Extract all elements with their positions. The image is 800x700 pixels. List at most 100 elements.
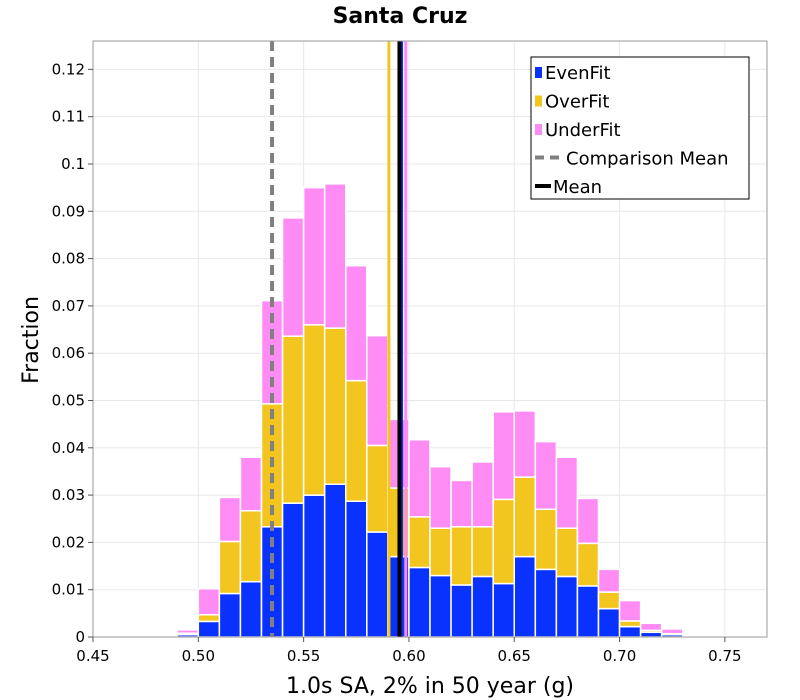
bar-overfit-20 (555, 527, 579, 578)
bar-overfit-10 (345, 379, 368, 502)
bar-underfit-21 (576, 497, 600, 545)
bar-overfit-7 (281, 335, 305, 504)
y-tick-label-12: 0.12 (52, 60, 85, 78)
bar-underfit-23 (618, 599, 642, 622)
legend-label-overfit: OverFit (545, 92, 609, 113)
bar-underfit-7 (281, 217, 305, 337)
bar-overfit-21 (576, 542, 600, 587)
bar-underfit-13 (408, 439, 431, 518)
legend-swatch-overfit (535, 95, 542, 107)
bar-evenfit-7 (281, 502, 305, 638)
bar-underfit-17 (492, 411, 515, 501)
bar-underfit-20 (555, 456, 579, 529)
bar-underfit-1 (155, 633, 178, 637)
bar-underfit-22 (597, 568, 621, 593)
legend-swatch-evenfit (535, 67, 542, 78)
y-tick-label-11: 0.11 (52, 108, 85, 126)
bar-underfit-14 (429, 465, 452, 529)
x-tick-label-3: 0.60 (392, 647, 425, 665)
bar-underfit-4 (218, 496, 242, 543)
bar-evenfit-20 (555, 575, 579, 638)
bar-evenfit-18 (513, 555, 537, 638)
bar-evenfit-13 (408, 566, 431, 638)
y-axis-label: Fraction (19, 296, 44, 384)
x-tick-label-1: 0.50 (182, 647, 215, 665)
bar-overfit-23 (618, 620, 642, 628)
bar-evenfit-22 (597, 607, 621, 638)
bar-underfit-8 (302, 186, 326, 326)
bar-evenfit-4 (218, 592, 242, 638)
bar-evenfit-16 (471, 575, 494, 638)
plot-frame (92, 40, 768, 638)
bar-evenfit-10 (345, 500, 368, 638)
legend-box (530, 56, 750, 200)
bar-evenfit-3 (197, 620, 221, 638)
vertical-lines-layer (270, 41, 408, 637)
bar-underfit-3 (197, 588, 221, 616)
bar-underfit-15 (450, 479, 473, 528)
bar-overfit-17 (492, 498, 515, 585)
y-tick-label-10: 0.1 (61, 155, 85, 173)
bar-underfit-24 (639, 622, 663, 632)
bar-underfit-11 (366, 334, 389, 447)
y-tick-label-0: 0 (75, 628, 85, 646)
bar-underfit-26 (682, 633, 705, 637)
bar-overfit-13 (408, 516, 431, 569)
legend-swatch-underfit (535, 124, 542, 135)
legend-label-underfit: UnderFit (545, 120, 621, 141)
bar-evenfit-19 (534, 568, 558, 638)
bar-overfit-14 (429, 527, 452, 577)
x-axis-ticks: 0.45 0.50 0.55 0.60 0.65 0.70 0.75 (76, 637, 742, 665)
x-tick-label-5: 0.70 (603, 647, 636, 665)
y-tick-label-6: 0.06 (52, 344, 85, 362)
y-tick-label-8: 0.08 (52, 250, 85, 268)
y-tick-label-3: 0.03 (52, 486, 85, 504)
y-tick-label-7: 0.07 (52, 297, 85, 315)
x-tick-label-6: 0.75 (708, 647, 741, 665)
bar-underfit-10 (345, 264, 368, 382)
legend-label-mean: Mean (553, 177, 602, 198)
bar-evenfit-14 (429, 574, 452, 638)
bar-overfit-16 (471, 526, 494, 578)
bar-underfit-19 (534, 440, 558, 511)
bar-overfit-3 (197, 614, 221, 623)
bar-evenfit-17 (492, 582, 515, 638)
bar-underfit-25 (660, 628, 684, 635)
bar-evenfit-5 (239, 580, 263, 638)
bar-overfit-5 (239, 509, 263, 583)
bar-overfit-8 (302, 324, 326, 496)
bar-overfit-22 (597, 591, 621, 610)
bar-underfit-27 (703, 634, 726, 638)
bar-underfit-2 (176, 629, 200, 634)
bar-overfit-19 (534, 508, 558, 571)
y-tick-label-9: 0.09 (52, 202, 85, 220)
x-axis-label: 1.0s SA, 2% in 50 year (g) (286, 674, 574, 699)
bar-overfit-15 (450, 526, 473, 586)
legend-label-evenfit: EvenFit (545, 63, 611, 84)
bar-evenfit-21 (576, 585, 600, 638)
y-axis-ticks: 0 0.01 0.02 0.03 0.04 0.05 0.06 0.07 0.08 0.09 0.1… (52, 60, 93, 646)
bar-underfit-5 (239, 456, 263, 512)
bar-overfit-18 (513, 476, 537, 558)
x-tick-label-2: 0.55 (287, 647, 320, 665)
y-tick-label-1: 0.01 (52, 581, 85, 599)
y-tick-label-4: 0.04 (52, 439, 85, 457)
legend: EvenFit OverFit UnderFit Comparison Mean Mea… (530, 56, 750, 200)
bar-evenfit-9 (323, 483, 347, 638)
bar-evenfit-8 (302, 494, 326, 638)
bar-overfit-11 (366, 444, 389, 533)
y-tick-label-2: 0.02 (52, 533, 85, 551)
legend-label-comparison-mean: Comparison Mean (566, 149, 729, 170)
bar-underfit-18 (513, 410, 537, 478)
bar-evenfit-15 (450, 584, 473, 638)
chart-title: Santa Cruz (333, 4, 468, 29)
bar-evenfit-23 (618, 625, 642, 638)
bar-underfit-9 (323, 183, 347, 329)
x-tick-label-4: 0.65 (498, 647, 531, 665)
bar-overfit-9 (323, 327, 347, 485)
bar-evenfit-11 (366, 531, 389, 638)
bar-overfit-4 (218, 540, 242, 595)
x-tick-label-0: 0.45 (76, 647, 109, 665)
bar-underfit-16 (471, 461, 494, 528)
